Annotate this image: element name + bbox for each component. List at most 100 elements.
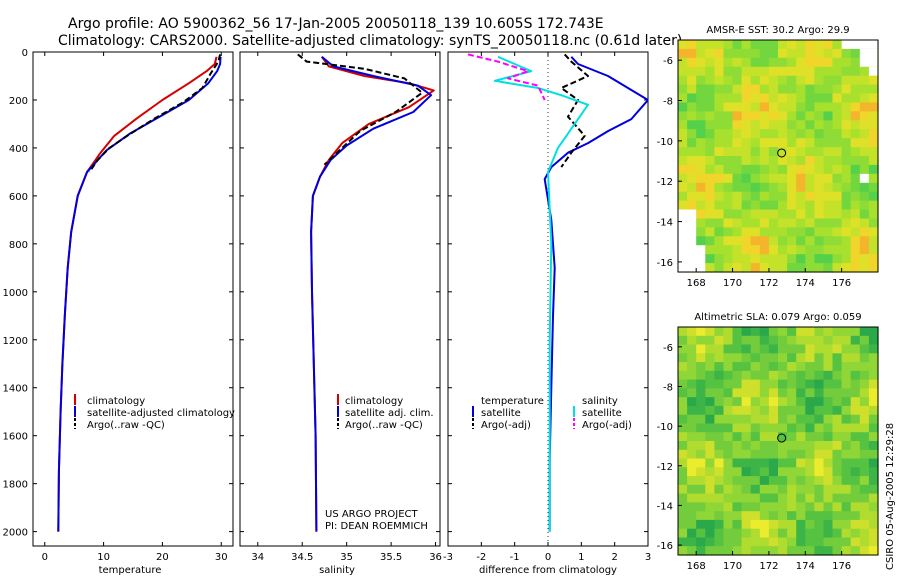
heatmap-cell bbox=[796, 397, 806, 407]
heatmap-cell bbox=[696, 370, 706, 381]
heatmap-cell bbox=[768, 245, 779, 255]
heatmap-cell bbox=[705, 245, 715, 255]
heatmap-cell bbox=[759, 458, 770, 468]
heatmap-cell bbox=[723, 129, 734, 139]
heatmap-cell bbox=[705, 263, 715, 273]
heatmap-cell bbox=[714, 173, 725, 184]
heatmap-cell bbox=[714, 40, 725, 50]
heatmap-cell bbox=[696, 40, 706, 50]
heatmap-cell bbox=[687, 493, 697, 503]
y-tick-label: 1600 bbox=[3, 432, 28, 443]
legend-satellite: satellite adj. clim. bbox=[345, 408, 434, 419]
heatmap-cell bbox=[778, 414, 788, 425]
missing-data bbox=[868, 66, 878, 76]
heatmap-cell bbox=[678, 129, 688, 139]
missing-data bbox=[678, 245, 706, 272]
heatmap-cell bbox=[768, 227, 779, 237]
heatmap-cell bbox=[732, 129, 743, 139]
heatmap-cell bbox=[687, 48, 697, 59]
heatmap-cell bbox=[868, 467, 879, 477]
heatmap-cell bbox=[723, 370, 734, 381]
heatmap-cell bbox=[868, 502, 879, 512]
heatmap-cell bbox=[796, 458, 806, 468]
heatmap-cell bbox=[868, 458, 879, 468]
heatmap-cell bbox=[796, 423, 806, 433]
heatmap-cell bbox=[768, 200, 779, 211]
heatmap-cell bbox=[723, 227, 734, 237]
heatmap-cell bbox=[732, 546, 743, 556]
heatmap-cell bbox=[678, 467, 688, 477]
heatmap-cell bbox=[750, 263, 761, 273]
heatmap-cell bbox=[796, 467, 806, 477]
heatmap-cell bbox=[705, 370, 715, 381]
heatmap-cell bbox=[759, 173, 770, 184]
heatmap-cell bbox=[823, 173, 834, 184]
heatmap-cell bbox=[696, 129, 706, 139]
missing-data bbox=[841, 40, 878, 49]
heatmap-cell bbox=[714, 111, 725, 121]
heatmap-cell bbox=[841, 218, 852, 228]
y-tick-label: 0 bbox=[22, 48, 28, 59]
heatmap-cell bbox=[759, 147, 770, 157]
heatmap-cell bbox=[787, 362, 797, 372]
heatmap-cell bbox=[741, 227, 752, 237]
heatmap-cell bbox=[705, 173, 715, 184]
heatmap-cell bbox=[750, 476, 761, 486]
heatmap-cell bbox=[714, 245, 725, 255]
heatmap-cell bbox=[705, 511, 715, 521]
heatmap-cell bbox=[741, 40, 752, 50]
heatmap-cell bbox=[823, 102, 834, 112]
heatmap-cell bbox=[759, 379, 770, 389]
heatmap-cell bbox=[868, 397, 879, 407]
heatmap-cell bbox=[778, 344, 788, 354]
heatmap-cell bbox=[832, 164, 843, 175]
heatmap-cell bbox=[868, 432, 879, 442]
heatmap-cell bbox=[732, 227, 743, 237]
argo-location-marker bbox=[777, 433, 787, 443]
heatmap-cell bbox=[796, 449, 806, 460]
heatmap-cell bbox=[750, 414, 761, 425]
heatmap-cell bbox=[696, 362, 706, 372]
heatmap-cell bbox=[796, 327, 806, 337]
heatmap-cell bbox=[814, 218, 825, 228]
heatmap-cell bbox=[823, 441, 834, 451]
heatmap-cell bbox=[787, 546, 797, 556]
heatmap-cell bbox=[705, 129, 715, 139]
heatmap-cell bbox=[778, 263, 788, 273]
difference-lines bbox=[467, 53, 648, 532]
heatmap-cell bbox=[723, 441, 734, 451]
heatmap-cell bbox=[714, 84, 725, 95]
heatmap-cell bbox=[787, 75, 797, 86]
heatmap-cell bbox=[732, 476, 743, 486]
heatmap-cell bbox=[823, 129, 834, 139]
heatmap-cell bbox=[705, 414, 715, 425]
heatmap-cell bbox=[859, 502, 870, 512]
heatmap-cell bbox=[723, 379, 734, 389]
heatmap-cell bbox=[768, 370, 779, 381]
sst-map-title: AMSR-E SST: 30.2 Argo: 29.9 bbox=[706, 25, 849, 36]
heatmap-cell bbox=[859, 484, 870, 495]
heatmap-cell bbox=[696, 156, 706, 166]
heatmap-cell bbox=[805, 502, 815, 512]
heatmap-cell bbox=[868, 441, 879, 451]
heatmap-cell bbox=[850, 200, 861, 211]
heatmap-cell bbox=[787, 449, 797, 460]
heatmap-cell bbox=[778, 449, 788, 460]
heatmap-cell bbox=[841, 48, 852, 59]
heatmap-cell bbox=[787, 335, 797, 346]
heatmap-cell bbox=[750, 362, 761, 372]
heatmap-cell bbox=[796, 546, 806, 556]
heatmap-cell bbox=[859, 432, 870, 442]
heatmap-cell bbox=[868, 511, 879, 521]
missing-data bbox=[859, 48, 878, 67]
y-tick-label: -16 bbox=[657, 258, 673, 269]
legend-sal-satellite: satellite bbox=[582, 408, 622, 419]
x-tick-label: 168 bbox=[687, 561, 706, 572]
heatmap-cell bbox=[832, 245, 843, 255]
heatmap-cell bbox=[732, 458, 743, 468]
heatmap-cell bbox=[723, 236, 734, 246]
heatmap-cell bbox=[841, 511, 852, 521]
heatmap-cell bbox=[768, 111, 779, 121]
heatmap-cell bbox=[841, 414, 852, 425]
heatmap-cell bbox=[759, 467, 770, 477]
